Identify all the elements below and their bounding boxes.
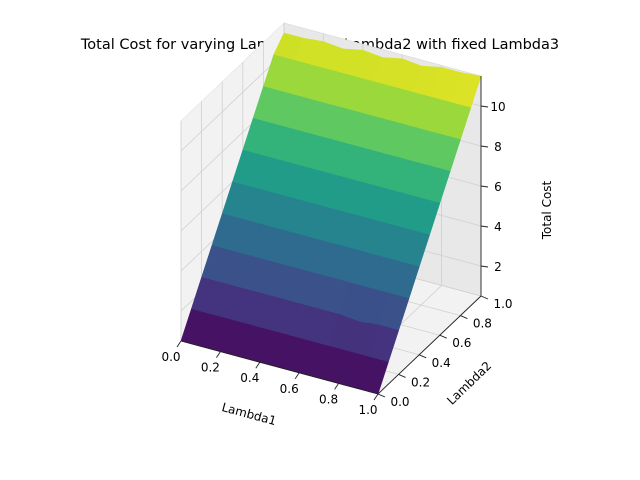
z-tick-label: 4: [494, 220, 502, 234]
x-tick: [216, 351, 221, 358]
x-axis-line: [180, 340, 379, 395]
z-tick-label: 2: [494, 260, 502, 274]
z-tick: [480, 145, 489, 148]
y-tick: [398, 373, 406, 378]
x-tick: [294, 372, 300, 380]
z-tick: [480, 105, 489, 108]
x-tick: [255, 361, 261, 369]
y-tick: [377, 393, 386, 398]
z-axis-label: Total Cost: [540, 180, 554, 240]
tick-marks: 0.00.20.40.60.81.00.00.20.40.60.81.02468…: [161, 100, 512, 417]
x-tick: [334, 383, 339, 390]
y-tick: [480, 295, 489, 300]
x-tick: [373, 393, 379, 401]
x-tick-label: 0.8: [319, 392, 338, 406]
surface-plot: [180, 32, 482, 395]
z-tick-label: 10: [490, 100, 505, 114]
y-tick-label: 0.2: [411, 375, 430, 389]
z-tick-label: 8: [494, 140, 502, 154]
y-tick: [460, 315, 468, 320]
x-tick-label: 0.0: [161, 350, 180, 364]
y-tick-label: 1.0: [493, 297, 512, 311]
x-tick-label: 0.6: [280, 382, 299, 396]
x-tick-label: 0.2: [201, 361, 220, 375]
z-tick: [480, 185, 489, 188]
x-tick-label: 1.0: [358, 403, 377, 417]
y-tick: [439, 334, 447, 339]
y-tick-label: 0.6: [452, 336, 471, 350]
y-tick-label: 0.8: [473, 317, 492, 331]
z-tick: [480, 265, 489, 268]
x-tick: [176, 340, 182, 348]
y-tick: [419, 354, 427, 359]
z-tick-label: 6: [494, 180, 502, 194]
y-tick-label: 0.4: [432, 356, 451, 370]
x-tick-label: 0.4: [240, 371, 259, 385]
y-tick-label: 0.0: [390, 395, 409, 409]
y-axis-line: [377, 295, 482, 395]
z-tick: [480, 225, 489, 228]
